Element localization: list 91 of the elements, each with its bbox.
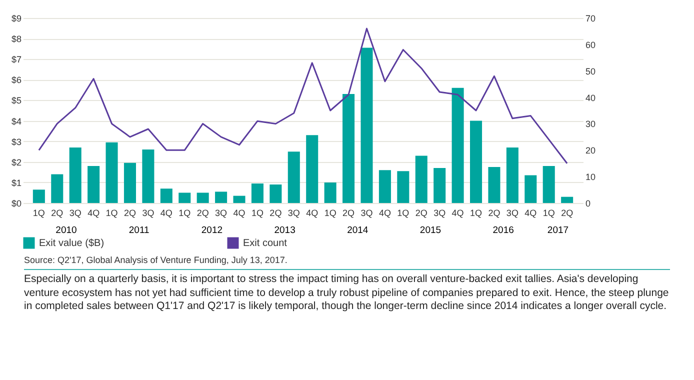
y-tick-label: $3 xyxy=(11,136,22,147)
bar xyxy=(178,192,191,203)
source-note: Source: Q2'17, Global Analysis of Venture Funding, July 13, 2017. xyxy=(24,255,288,265)
bar xyxy=(524,175,537,203)
y2-tick-label: 20 xyxy=(586,146,596,156)
x-tick-label: 1Q xyxy=(542,208,555,218)
x-tick-label: 2Q xyxy=(51,208,64,218)
text: 2015 xyxy=(420,225,442,236)
bar xyxy=(378,170,391,203)
y-tick-label: $5 xyxy=(11,96,22,106)
text: 2013 xyxy=(274,225,296,236)
bar xyxy=(51,174,64,203)
y-tick-label: $8 xyxy=(11,34,22,44)
y-tick-label: $2 xyxy=(11,157,22,168)
x-tick-label: 2Q xyxy=(342,208,355,218)
y2-tick-label: 50 xyxy=(586,66,596,76)
x-tick-label: 1Q xyxy=(324,208,336,218)
bar xyxy=(270,184,282,203)
x-tick-label: 1Q xyxy=(397,208,410,218)
x-tick-label: 4Q xyxy=(233,208,246,218)
x-tick-label: 1Q xyxy=(106,208,118,218)
bar xyxy=(160,188,172,203)
bar xyxy=(142,150,154,203)
text: 2011 xyxy=(128,225,150,236)
bar xyxy=(434,168,446,203)
bar xyxy=(88,166,100,203)
bar xyxy=(470,120,482,203)
bar xyxy=(452,88,464,203)
x-tick-label: 2Q xyxy=(415,208,428,218)
bar xyxy=(506,148,518,203)
y-tick-label: $4 xyxy=(11,116,22,126)
x-tick-label: 1Q xyxy=(32,208,45,218)
text: 2016 xyxy=(492,225,514,236)
bar xyxy=(233,196,246,203)
bar xyxy=(415,156,428,203)
bar xyxy=(124,162,136,203)
bar xyxy=(397,171,410,203)
x-tick-label: 3Q xyxy=(434,208,446,218)
y2-tick-label: 30 xyxy=(586,119,596,130)
y-tick-label: $1 xyxy=(11,178,22,188)
bar xyxy=(215,192,228,203)
text: 2010 xyxy=(56,225,77,236)
x-tick-label: 3Q xyxy=(288,208,300,218)
y-tick-label: $0 xyxy=(11,198,22,208)
bar xyxy=(196,192,209,203)
x-tick-label: 2Q xyxy=(488,208,500,218)
x-tick-label: 1Q xyxy=(470,208,482,218)
bar xyxy=(106,142,118,203)
text: Especially on a quarterly basis, it is important to stress the impact timing has on overall venture-backed exit tallies. Asia's developing venture ecosystem has not yet had sufficient time to develop a truly robust pipeline of companies prepared to exit. Hence, the steep plunge in completed sales between Q1'17 and Q2'17 is likely temporal, though the longer-term decline since 2014 indicates a longer overall cycle. xyxy=(24,269,670,314)
x-tick-label: 4Q xyxy=(88,208,100,218)
x-tick-label: 3Q xyxy=(69,208,82,218)
bar xyxy=(32,190,45,203)
x-tick-label: 1Q xyxy=(251,208,264,218)
y-tick-label: $6 xyxy=(11,75,22,86)
x-tick-label: 4Q xyxy=(524,208,537,218)
bar xyxy=(306,135,318,203)
bar xyxy=(288,152,300,203)
line-series xyxy=(38,28,568,164)
text: 2017 xyxy=(547,225,569,236)
bar xyxy=(542,166,555,203)
bar xyxy=(488,167,500,203)
x-tick-label: 2Q xyxy=(196,208,209,218)
bar xyxy=(360,48,373,203)
text: 2014 xyxy=(347,225,368,236)
x-tick-label: 4Q xyxy=(306,208,318,218)
x-tick-label: 2Q xyxy=(270,208,282,218)
legend-label: Exit count xyxy=(243,238,288,249)
x-tick-label: 4Q xyxy=(160,208,172,218)
legend-label: Exit value ($B) xyxy=(39,238,104,249)
bar xyxy=(69,148,82,203)
bar xyxy=(342,94,355,203)
bar xyxy=(324,182,336,203)
y2-tick-label: 10 xyxy=(586,172,596,182)
y-tick-label: $7 xyxy=(11,54,22,65)
text: 2012 xyxy=(201,225,223,236)
x-tick-label: 4Q xyxy=(378,208,391,218)
y2-tick-label: 40 xyxy=(586,92,596,103)
x-tick-label: 4Q xyxy=(452,208,464,218)
y-tick-label: $9 xyxy=(11,14,22,24)
bar xyxy=(251,183,264,203)
x-tick-label: 1Q xyxy=(178,208,191,218)
x-tick-label: 3Q xyxy=(360,208,373,218)
x-tick-label: 2Q xyxy=(561,208,574,218)
x-tick-label: 3Q xyxy=(142,208,154,218)
x-tick-label: 2Q xyxy=(124,208,136,218)
y2-tick-label: 60 xyxy=(586,40,596,50)
y2-tick-label: 0 xyxy=(586,198,591,208)
x-tick-label: 3Q xyxy=(215,208,228,218)
x-tick-label: 3Q xyxy=(506,208,518,218)
bar xyxy=(561,196,574,203)
y2-tick-label: 70 xyxy=(586,14,596,24)
